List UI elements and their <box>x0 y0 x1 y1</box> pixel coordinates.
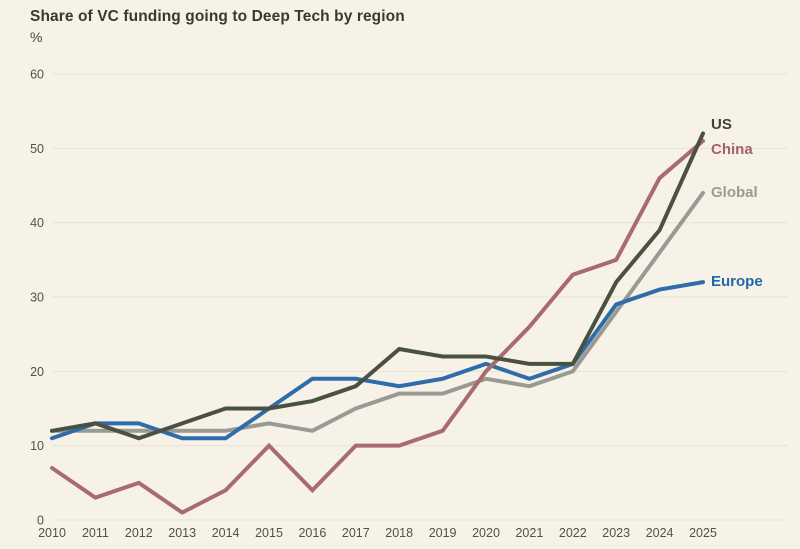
series-label-china: China <box>711 140 753 158</box>
chart-title: Share of VC funding going to Deep Tech b… <box>30 8 405 25</box>
x-tick-label: 2020 <box>472 526 500 540</box>
x-tick-label: 2022 <box>559 526 587 540</box>
x-tick-label: 2019 <box>429 526 457 540</box>
x-tick-label: 2023 <box>602 526 630 540</box>
y-axis-unit-label: % <box>30 29 43 45</box>
x-tick-label: 2015 <box>255 526 283 540</box>
x-tick-label: 2024 <box>646 526 674 540</box>
series-label-europe: Europe <box>711 273 763 291</box>
y-tick-label: 60 <box>30 68 44 82</box>
x-tick-label: 2010 <box>38 526 66 540</box>
y-tick-label: 30 <box>30 291 44 305</box>
series-label-global: Global <box>711 183 758 201</box>
x-tick-label: 2018 <box>385 526 413 540</box>
x-tick-label: 2025 <box>689 526 717 540</box>
y-tick-label: 40 <box>30 216 44 230</box>
series-label-us: US <box>711 116 732 134</box>
x-tick-label: 2013 <box>168 526 196 540</box>
x-tick-label: 2021 <box>515 526 543 540</box>
series-line-global <box>50 190 705 433</box>
y-tick-label: 20 <box>30 365 44 379</box>
series-line-china <box>50 138 705 515</box>
x-tick-label: 2012 <box>125 526 153 540</box>
y-tick-label: 50 <box>30 142 44 156</box>
series-line-us <box>50 131 705 441</box>
y-tick-label: 10 <box>30 439 44 453</box>
x-tick-label: 2016 <box>298 526 326 540</box>
x-tick-label: 2011 <box>82 526 109 540</box>
x-tick-label: 2017 <box>342 526 370 540</box>
x-tick-label: 2014 <box>212 526 240 540</box>
y-tick-label: 0 <box>37 514 44 528</box>
